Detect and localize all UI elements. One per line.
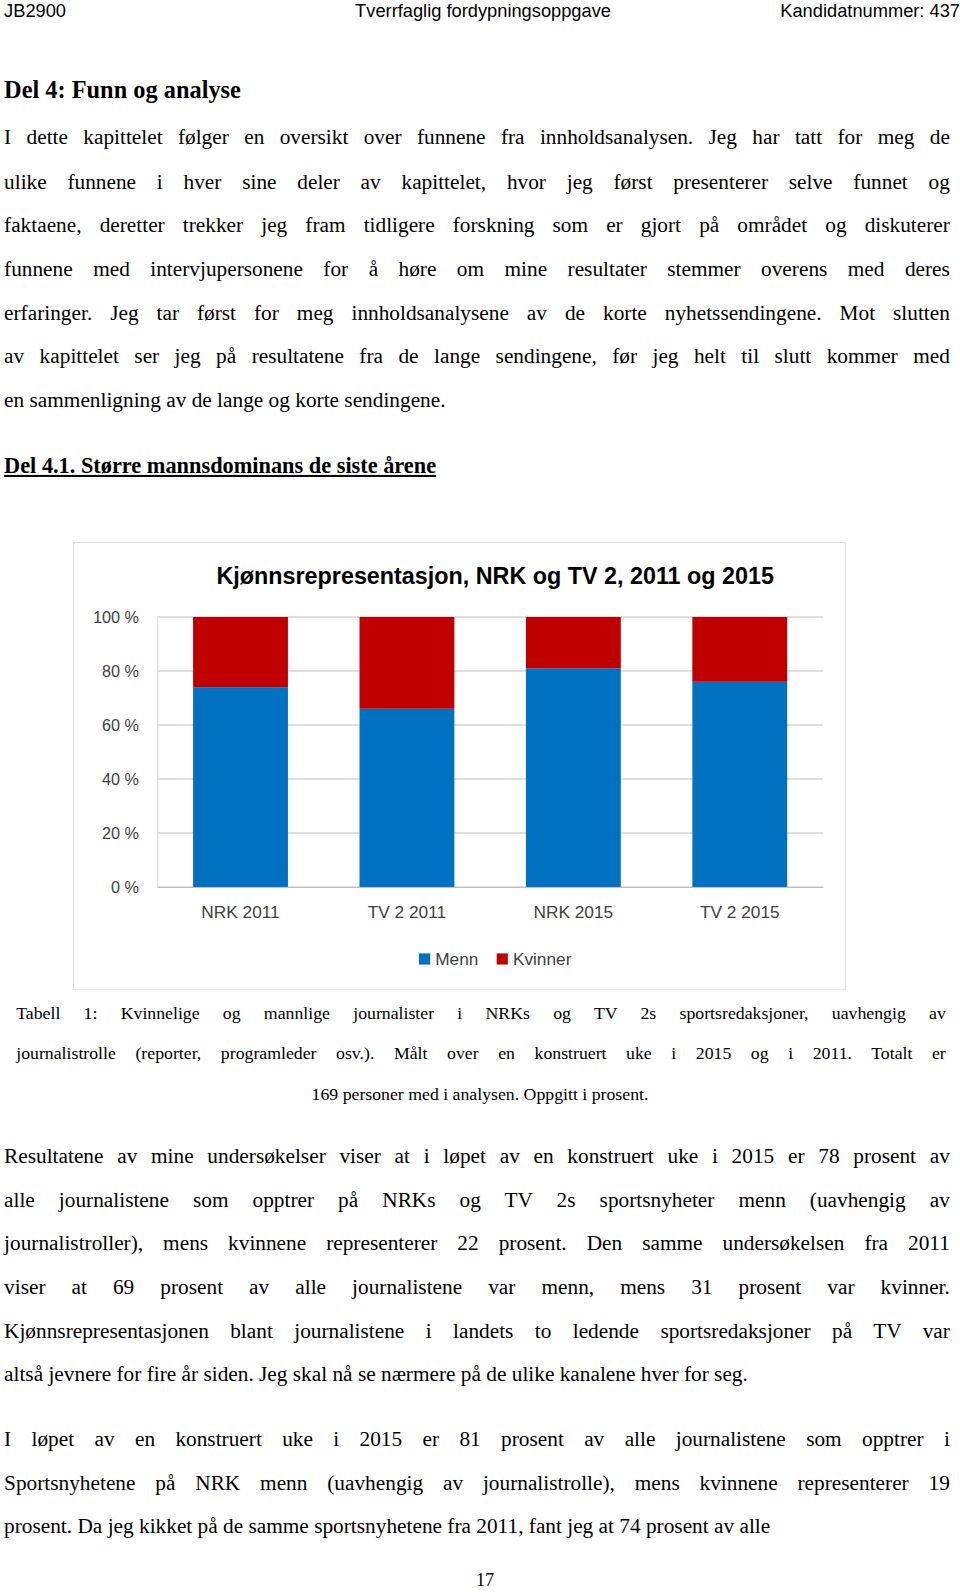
paragraph-line: I løpet av en konstruert uke i 2015 er 8… (4, 1424, 950, 1454)
x-tick: NRK 2015 (534, 887, 614, 923)
grid (157, 617, 823, 887)
paragraph-line: altså jevnere for fire år siden. Jeg ska… (4, 1359, 950, 1389)
y-tick-label: 60 % (102, 716, 139, 734)
bar-series (193, 668, 787, 887)
legend-label: Kvinner (513, 949, 572, 969)
bar (360, 617, 455, 709)
y-tick-label: 80 % (102, 662, 139, 680)
legend-item: Kvinner (497, 949, 572, 969)
x-axis: NRK 2011 TV 2 2011 NRK 2015 TV 2 2015 (158, 887, 824, 923)
caption-line: Tabell 1: Kvinnelige og mannlige journal… (16, 998, 946, 1028)
x-tick: TV 2 2015 (700, 887, 780, 923)
bar (692, 617, 787, 682)
page-number: 17 (0, 1565, 960, 1592)
subheading: Del 4.1. Større mannsdominans de siste å… (4, 451, 950, 481)
y-tick: 80 % (102, 662, 157, 680)
caption-line: 169 personer med i analysen. Oppgitt i p… (0, 1079, 960, 1109)
paragraph-line: Kjønnsrepresentasjonen blant journaliste… (4, 1315, 950, 1345)
y-axis-line (157, 618, 158, 888)
bars (193, 617, 787, 887)
y-tick-label: 40 % (102, 770, 139, 788)
paragraph-line: prosent. Da jeg kikket på de samme sport… (4, 1511, 950, 1541)
y-tick: 40 % (102, 770, 157, 788)
chart: Kjønnsrepresentasjon, NRK og TV 2, 2011 … (73, 542, 846, 991)
paragraph-line: alle journalistene som opptrer på NRKs o… (4, 1184, 950, 1214)
x-tick-label: TV 2 2011 (368, 902, 446, 922)
paragraph-line: faktaene, deretter trekker jeg fram tidl… (4, 210, 950, 240)
y-tick: 20 % (102, 824, 157, 842)
legend-label: Menn (435, 949, 478, 969)
y-axis: 0 % 20 % 40 % 60 % 80 % 100 % (93, 608, 158, 896)
chart-frame (74, 542, 846, 990)
bar (692, 682, 787, 887)
legend-swatch (419, 953, 430, 964)
caption-line: journalistrolle (reporter, programleder … (16, 1038, 946, 1068)
y-tick-label: 20 % (102, 824, 139, 842)
bar (526, 617, 621, 668)
paragraph-line: en sammenligning av de lange og korte se… (4, 385, 950, 415)
x-axis-line (158, 887, 824, 888)
x-tick-label: NRK 2015 (534, 902, 614, 922)
chart-title: Kjønnsrepresentasjon, NRK og TV 2, 2011 … (216, 563, 773, 589)
y-tick: 0 % (111, 878, 157, 896)
y-tick: 60 % (102, 716, 157, 734)
bar (360, 709, 455, 887)
paragraph-line: Sportsnyhetene på NRK menn (uavhengig av… (4, 1467, 950, 1497)
header-left: JB2900 (4, 1, 66, 22)
x-tick-label: TV 2 2015 (700, 902, 780, 922)
bar (526, 668, 621, 887)
y-tick-label: 0 % (111, 878, 139, 896)
paragraph-line: av kapittelet ser jeg på resultatene fra… (4, 341, 950, 371)
paragraph-line: I dette kapittelet følger en oversikt ov… (4, 122, 950, 152)
x-tick: NRK 2011 (201, 887, 279, 923)
x-tick: TV 2 2011 (368, 887, 446, 923)
paragraph-line: Resultatene av mine undersøkelser viser … (4, 1141, 950, 1171)
bar (193, 617, 288, 687)
header-right: Kandidatnummer: 437 (780, 1, 960, 22)
bar-series (193, 617, 787, 709)
bar (193, 687, 288, 887)
paragraph-line: erfaringer. Jeg tar først for meg innhol… (4, 297, 950, 327)
heading: Del 4: Funn og analyse (4, 75, 950, 105)
paragraph-line: ulike funnene i hver sine deler av kapit… (4, 166, 950, 196)
legend: Menn Kvinner (419, 949, 572, 969)
y-tick-label: 100 % (93, 608, 139, 626)
page: JB2900Tverrfaglig fordypningsoppgaveKand… (0, 0, 960, 1591)
paragraph-line: funnene med intervjupersonene for å høre… (4, 254, 950, 284)
paragraph-line: journalistroller), mens kvinnene represe… (4, 1228, 950, 1258)
paragraph-line: viser at 69 prosent av alle journalisten… (4, 1272, 950, 1302)
legend-item: Menn (419, 949, 478, 969)
x-tick-label: NRK 2011 (201, 902, 279, 922)
y-tick: 100 % (93, 608, 157, 626)
legend-swatch (497, 953, 508, 964)
